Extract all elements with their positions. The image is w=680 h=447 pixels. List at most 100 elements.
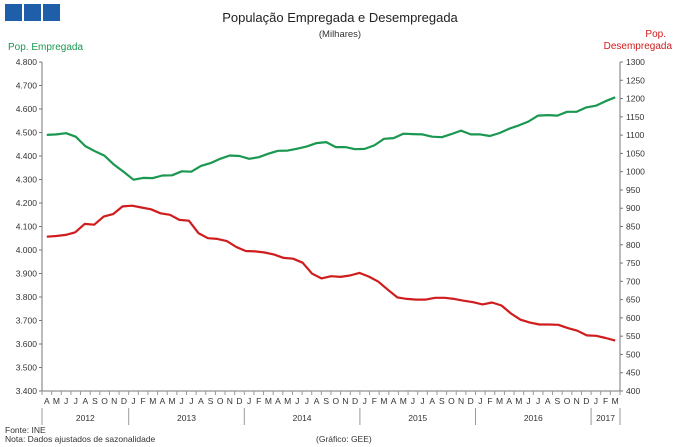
right-axis-tick-label: 400 [626,386,640,396]
right-axis-tick-label: 1050 [626,148,645,158]
chart-credit: (Gráfico: GEE) [316,434,372,444]
month-label: S [323,396,329,406]
logo-square-icon [24,4,41,21]
month-label: J [526,396,530,406]
left-axis-tick-label: 3.500 [16,363,38,373]
month-label: J [305,396,309,406]
month-label: N [111,396,117,406]
month-label: J [478,396,482,406]
month-label: J [64,396,68,406]
month-label: M [265,396,272,406]
month-label: F [141,396,146,406]
month-label: O [217,396,224,406]
month-label: A [198,396,204,406]
left-axis-tick-label: 4.300 [16,175,38,185]
series-line-pop-empregada [46,96,616,181]
month-label: J [594,396,598,406]
year-label: 2012 [76,413,95,423]
year-label: 2017 [596,413,615,423]
left-axis-label: Pop. Empregada [8,42,84,53]
month-label: F [487,396,492,406]
left-axis-tick-label: 4.500 [16,128,38,138]
month-label: M [169,396,176,406]
left-axis-tick-label: 4.400 [16,151,38,161]
month-label: N [227,396,233,406]
month-label: A [83,396,89,406]
right-axis-tick-label: 700 [626,276,640,286]
month-label: J [420,396,424,406]
logo-square-icon [5,4,22,21]
month-label: M [496,396,503,406]
month-label: J [74,396,78,406]
month-label: J [295,396,299,406]
right-axis-tick-label: 1300 [626,57,645,67]
left-axis-tick-label: 4.600 [16,104,38,114]
month-label: D [352,396,358,406]
year-label: 2016 [524,413,543,423]
right-axis-tick-label: 500 [626,349,640,359]
right-axis-tick-label: 600 [626,313,640,323]
month-label: D [236,396,242,406]
left-axis-tick-label: 4.700 [16,81,38,91]
month-label: S [92,396,98,406]
adjustment-note: Nota: Dados ajustados de sazonalidade [5,434,156,444]
month-label: S [555,396,561,406]
month-label: A [545,396,551,406]
month-label: A [506,396,512,406]
month-label: N [574,396,580,406]
month-label: D [468,396,474,406]
right-axis-label-line2: Desempregada [603,41,672,52]
left-axis-tick-label: 4.000 [16,245,38,255]
right-axis-tick-label: 1250 [626,75,645,85]
year-label: 2015 [408,413,427,423]
left-axis-tick-label: 3.900 [16,269,38,279]
month-label: F [256,396,261,406]
left-axis-tick-label: 3.700 [16,316,38,326]
right-axis-tick-label: 1100 [626,130,645,140]
month-label: M [380,396,387,406]
right-axis-tick-label: 750 [626,258,640,268]
right-axis-tick-label: 800 [626,240,640,250]
logo-square-icon [43,4,60,21]
month-label: M [612,396,619,406]
left-axis-tick-label: 3.800 [16,292,38,302]
left-axis-tick-label: 3.400 [16,386,38,396]
month-label: A [275,396,281,406]
left-axis-tick-label: 4.100 [16,222,38,232]
right-axis-tick-label: 450 [626,368,640,378]
month-label: S [208,396,214,406]
month-label: A [391,396,397,406]
right-axis-label-line1: Pop. [645,29,666,40]
month-label: O [448,396,455,406]
right-axis-tick-label: 1000 [626,167,645,177]
left-axis-tick-label: 3.600 [16,339,38,349]
left-axis-tick-label: 4.200 [16,198,38,208]
month-label: J [189,396,193,406]
month-label: A [160,396,166,406]
month-label: N [458,396,464,406]
month-label: A [429,396,435,406]
year-label: 2013 [177,413,196,423]
month-label: D [121,396,127,406]
month-label: O [333,396,340,406]
month-label: F [603,396,608,406]
chart-subtitle: (Milhares) [318,29,362,40]
month-label: M [515,396,522,406]
month-label: A [314,396,320,406]
right-axis-tick-label: 550 [626,331,640,341]
month-label: A [44,396,50,406]
month-label: J [536,396,540,406]
month-label: N [342,396,348,406]
year-label: 2014 [293,413,312,423]
month-label: J [131,396,135,406]
month-label: O [564,396,571,406]
month-label: M [400,396,407,406]
month-label: M [53,396,60,406]
month-label: M [149,396,156,406]
month-label: J [411,396,415,406]
month-label: M [284,396,291,406]
right-axis-tick-label: 950 [626,185,640,195]
source-note: Fonte: INE [5,425,46,435]
right-axis-tick-label: 1150 [626,112,645,122]
